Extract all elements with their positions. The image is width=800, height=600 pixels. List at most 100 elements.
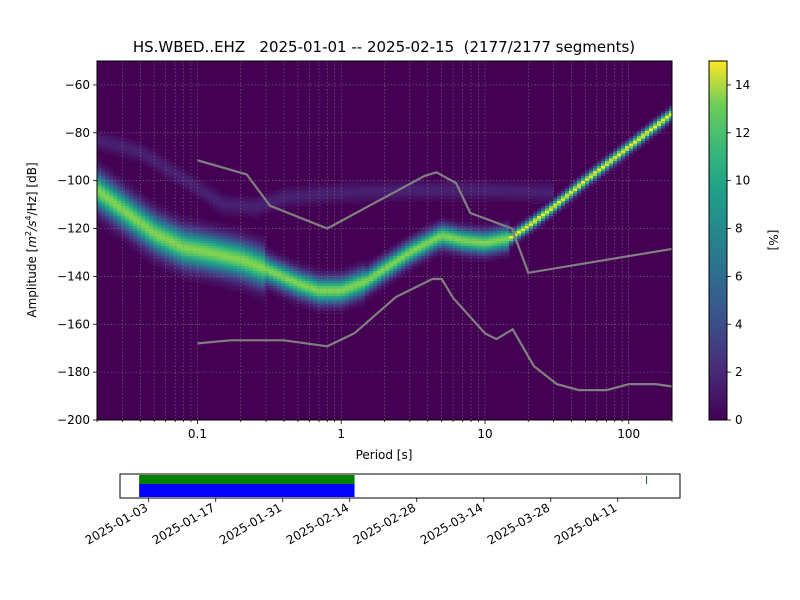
- density-cell: [277, 188, 282, 192]
- density-cell: [249, 233, 254, 237]
- density-cell: [493, 226, 498, 229]
- density-cell: [133, 243, 138, 247]
- density-cell: [621, 141, 626, 144]
- density-cell: [489, 243, 494, 247]
- density-cell: [193, 218, 198, 222]
- density-cell: [125, 203, 130, 207]
- density-cell: [281, 198, 286, 202]
- density-cell: [369, 296, 374, 299]
- density-cell: [273, 278, 278, 282]
- density-cell: [493, 241, 498, 244]
- density-cell: [393, 273, 398, 277]
- density-cell: [277, 291, 282, 294]
- density-cell: [421, 248, 426, 252]
- density-cell: [397, 266, 402, 269]
- density-cell: [177, 216, 182, 219]
- density-cell: [245, 248, 250, 252]
- density-cell: [133, 203, 138, 207]
- density-cell: [473, 191, 478, 194]
- density-cell: [221, 241, 226, 244]
- density-cell: [225, 283, 230, 287]
- density-cell: [97, 216, 102, 219]
- density-cell: [381, 258, 386, 262]
- density-cell: [549, 183, 554, 187]
- density-cell: [513, 193, 518, 197]
- density-cell: [241, 276, 246, 279]
- density-cell: [125, 151, 130, 154]
- density-cell: [217, 253, 222, 257]
- density-cell: [329, 288, 334, 292]
- density-cell: [573, 183, 578, 187]
- density-cell: [245, 278, 250, 282]
- density-cell: [365, 196, 370, 199]
- density-cell: [517, 226, 522, 229]
- density-cell: [429, 228, 434, 232]
- density-cell: [481, 223, 486, 227]
- density-cell: [433, 193, 438, 197]
- density-cell: [645, 138, 650, 142]
- density-cell: [333, 293, 338, 297]
- density-cell: [117, 146, 122, 149]
- density-cell: [341, 308, 346, 312]
- density-cell: [365, 188, 370, 192]
- density-cell: [537, 218, 542, 222]
- density-cell: [249, 246, 254, 249]
- density-cell: [609, 168, 614, 172]
- density-cell: [197, 238, 202, 242]
- density-cell: [317, 293, 322, 297]
- density-cell: [209, 266, 214, 269]
- density-cell: [609, 151, 614, 154]
- density-cell: [145, 256, 150, 259]
- density-cell: [281, 201, 286, 204]
- density-cell: [649, 121, 654, 124]
- x-axis-ticks: 0.1 1 10 100: [96, 420, 673, 441]
- density-cell: [365, 263, 370, 267]
- density-cell: [353, 281, 358, 284]
- timeline-tick-label: 2025-04-11: [552, 500, 619, 547]
- density-cell: [101, 183, 106, 187]
- density-cell: [521, 193, 526, 197]
- density-cell: [265, 246, 270, 249]
- density-cell: [205, 246, 210, 249]
- density-cell: [253, 278, 258, 282]
- density-cell: [565, 191, 570, 194]
- density-cell: [357, 303, 362, 307]
- density-cell: [517, 241, 522, 244]
- density-cell: [277, 191, 282, 194]
- density-cell: [197, 196, 202, 199]
- density-cell: [357, 193, 362, 197]
- density-cell: [361, 183, 366, 187]
- density-cell: [373, 281, 378, 284]
- density-cell: [445, 246, 450, 249]
- density-cell: [309, 186, 314, 189]
- density-cell: [177, 241, 182, 244]
- density-cell: [313, 183, 318, 187]
- density-cell: [389, 278, 394, 282]
- density-cell: [365, 291, 370, 294]
- density-cell: [273, 261, 278, 264]
- density-cell: [285, 271, 290, 274]
- density-cell: [117, 178, 122, 182]
- density-cell: [241, 261, 246, 264]
- density-cell: [541, 208, 546, 212]
- density-cell: [389, 186, 394, 189]
- density-cell: [549, 181, 554, 184]
- density-cell: [365, 273, 370, 277]
- density-cell: [213, 266, 218, 269]
- density-cell: [241, 196, 246, 199]
- density-cell: [141, 216, 146, 219]
- density-cell: [501, 241, 506, 244]
- density-cell: [501, 193, 506, 197]
- density-cell: [397, 263, 402, 267]
- density-cell: [229, 266, 234, 269]
- density-cell: [637, 143, 642, 147]
- density-cell: [157, 158, 162, 162]
- density-cell: [629, 143, 634, 147]
- density-cell: [305, 198, 310, 202]
- density-cell: [189, 218, 194, 222]
- density-cell: [357, 196, 362, 199]
- density-cell: [169, 166, 174, 169]
- density-cell: [441, 218, 446, 222]
- density-cell: [257, 288, 262, 292]
- density-cell: [425, 181, 430, 184]
